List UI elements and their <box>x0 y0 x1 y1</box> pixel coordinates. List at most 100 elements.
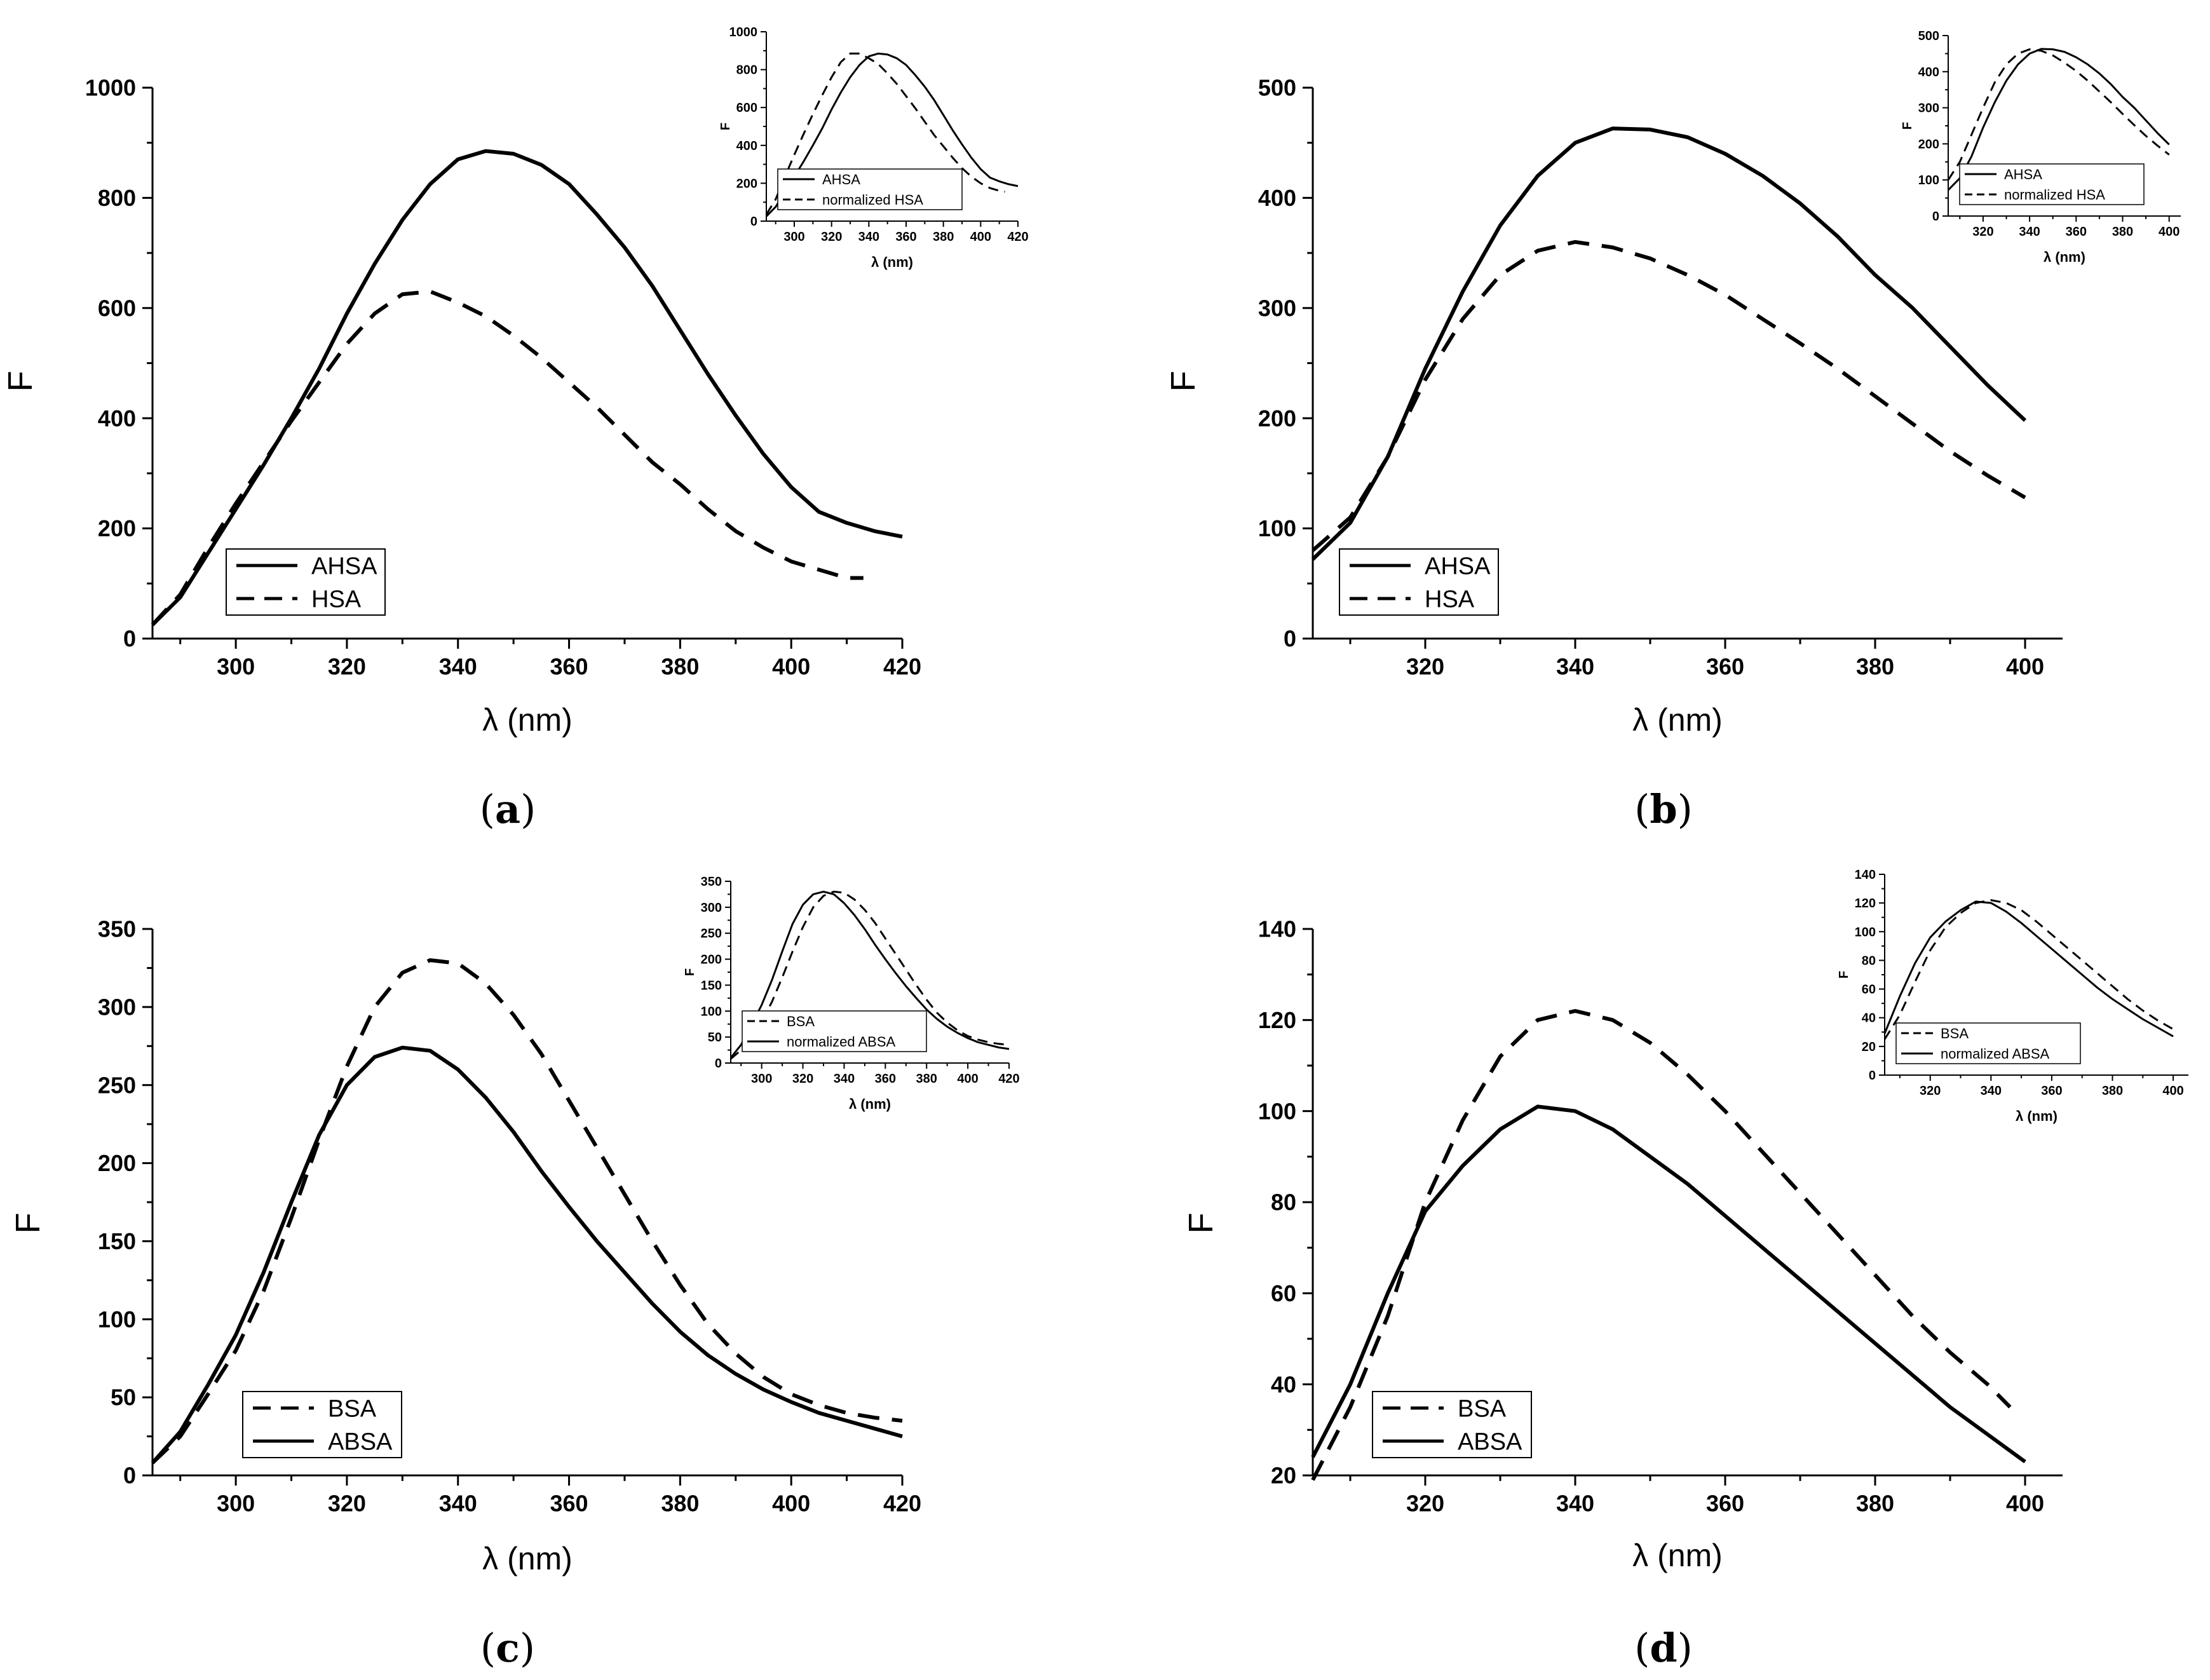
inset-y-tick-label: 200 <box>701 953 722 967</box>
main-x-tick-label: 420 <box>883 1491 921 1517</box>
inset-y-tick-label: 100 <box>701 1005 722 1019</box>
main-series-line-hsa <box>151 289 864 627</box>
inset-legend-label: normalized HSA <box>2004 187 2105 203</box>
inset-y-tick-label: 50 <box>708 1031 722 1045</box>
inset-x-tick-label: 360 <box>2066 225 2087 239</box>
main-y-tick-label: 0 <box>1284 626 1296 652</box>
panel-label: (b) <box>1634 786 1693 832</box>
inset-plot: 0 200 400 600 800 1000 300 320 340 360 380 400 420 λ … <box>719 25 1029 270</box>
inset-y-tick-label: 20 <box>1862 1040 1876 1054</box>
main-y-tick-label: 200 <box>1258 405 1296 431</box>
main-series-line-absa <box>151 1045 903 1465</box>
main-x-tick-label: 360 <box>1706 654 1744 680</box>
main-y-tick-label: 100 <box>1258 515 1296 541</box>
main-y-tick-label: 400 <box>98 405 136 431</box>
main-y-tick-label: 80 <box>1271 1189 1296 1216</box>
main-legend-box <box>242 1391 402 1458</box>
main-x-tick-label: 400 <box>772 1491 810 1517</box>
inset-x-tick-label: 400 <box>957 1072 978 1086</box>
inset-y-tick-label: 140 <box>1855 868 1876 882</box>
main-x-tick-label: 320 <box>328 1491 366 1517</box>
inset-plot: 0 20 40 60 80 100 120 140 320 340 360 380 400 λ (nm) F… <box>1837 868 2188 1124</box>
inset-y-tick-label: 80 <box>1862 954 1876 968</box>
x-axis-title: λ (nm) <box>1632 702 1723 738</box>
main-series-line-bsa <box>1311 1009 2012 1481</box>
inset-x-tick-label: 340 <box>834 1072 855 1086</box>
inset-x-tick-label: 380 <box>933 230 954 244</box>
main-y-tick-label: 0 <box>123 1463 136 1489</box>
inset-legend-label: normalized HSA <box>822 192 923 208</box>
panel-label-close: ) <box>520 1625 535 1671</box>
inset-plot: 0 50 100 150 200 250 300 350 300 320 340 360 380 400 4… <box>683 875 1020 1112</box>
main-x-tick-label: 380 <box>1856 1491 1894 1517</box>
main-x-tick-label: 360 <box>1706 1491 1744 1517</box>
inset-x-tick-label: 420 <box>1007 230 1028 244</box>
inset-legend-box <box>1959 163 2145 205</box>
inset-y-tick-label: 200 <box>1918 137 1939 151</box>
main-legend-label: BSA <box>1458 1396 1507 1423</box>
main-legend-label: ABSA <box>1458 1429 1522 1456</box>
inset-y-tick-label: 200 <box>736 177 757 191</box>
main-y-tick-label: 200 <box>98 1150 136 1176</box>
x-axis-title: λ (nm) <box>482 1541 573 1576</box>
inset-y-tick-label: 800 <box>736 64 757 78</box>
main-x-tick-label: 380 <box>1856 654 1894 680</box>
x-axis-title: λ (nm) <box>1632 1538 1723 1573</box>
inset-x-tick-label: 360 <box>895 230 916 244</box>
inset-legend-label: normalized ABSA <box>1941 1046 2050 1062</box>
inset-legend-label: AHSA <box>2004 166 2042 182</box>
inset-legend-box <box>1895 1022 2081 1064</box>
main-y-tick-label: 150 <box>98 1228 136 1254</box>
y-axis-title: F <box>1182 1213 1220 1234</box>
inset-y-tick-label: 300 <box>1918 102 1939 116</box>
main-y-tick-label: 120 <box>1258 1007 1296 1033</box>
main-legend-label: AHSA <box>311 553 377 580</box>
inset-x-tick-label: 300 <box>751 1072 772 1086</box>
main-y-tick-label: 0 <box>123 626 136 652</box>
main-x-tick-label: 360 <box>550 654 588 680</box>
inset-y-tick-label: 100 <box>1855 925 1876 939</box>
inset-y-tick-label: 0 <box>750 215 757 229</box>
panel-label-close: ) <box>520 786 536 832</box>
inset-x-tick-label: 360 <box>2041 1084 2062 1098</box>
inset-x-axis-title: λ (nm) <box>2016 1108 2057 1124</box>
main-legend-label: HSA <box>311 586 362 613</box>
main-x-tick-label: 340 <box>439 1491 477 1517</box>
main-x-tick-label: 360 <box>550 1491 588 1517</box>
inset-legend-box <box>742 1010 927 1052</box>
main-x-tick-label: 320 <box>328 654 366 680</box>
inset-y-axis-title: F <box>1837 971 1851 979</box>
main-x-tick-label: 380 <box>661 1491 699 1517</box>
main-x-tick-label: 320 <box>1406 654 1444 680</box>
inset-y-tick-label: 500 <box>1918 29 1939 43</box>
panel-a: 0 200 400 600 800 1000 300 320 340 360 380 400 420 AH… <box>1 25 1029 832</box>
inset-x-tick-label: 320 <box>821 230 842 244</box>
inset-y-tick-label: 40 <box>1862 1012 1876 1026</box>
inset-series-line-normalized-absa <box>1883 900 2174 1038</box>
main-y-tick-label: 140 <box>1258 916 1296 942</box>
inset-series-line-normalized-absa <box>729 890 1010 1059</box>
main-y-tick-label: 1000 <box>85 75 136 101</box>
inset-x-tick-label: 340 <box>858 230 879 244</box>
inset-legend-label: BSA <box>1941 1026 1969 1041</box>
main-legend-box <box>1339 548 1499 616</box>
main-x-tick-label: 400 <box>2006 654 2044 680</box>
inset-x-tick-label: 420 <box>998 1072 1019 1086</box>
inset-legend-label: normalized ABSA <box>787 1034 896 1050</box>
inset-series-line-bsa <box>1883 899 2174 1040</box>
main-x-tick-label: 380 <box>661 654 699 680</box>
panel-label-open: ( <box>480 786 495 832</box>
inset-plot: 0 100 200 300 400 500 320 340 360 380 400 λ (nm) F AH… <box>1901 29 2181 265</box>
main-y-tick-label: 200 <box>98 515 136 541</box>
panel-c: 0 50 100 150 200 250 300 350 300 320 340 360 380 400 4… <box>9 875 1020 1671</box>
main-series-line-hsa <box>1312 240 2026 552</box>
inset-legend-label: BSA <box>787 1013 815 1029</box>
inset-x-tick-label: 380 <box>916 1072 937 1086</box>
main-y-tick-label: 300 <box>1258 295 1296 321</box>
inset-x-tick-label: 340 <box>1981 1084 2002 1098</box>
inset-series-line-bsa <box>730 890 1010 1060</box>
main-x-tick-label: 300 <box>217 654 255 680</box>
main-y-tick-label: 500 <box>1258 75 1296 101</box>
